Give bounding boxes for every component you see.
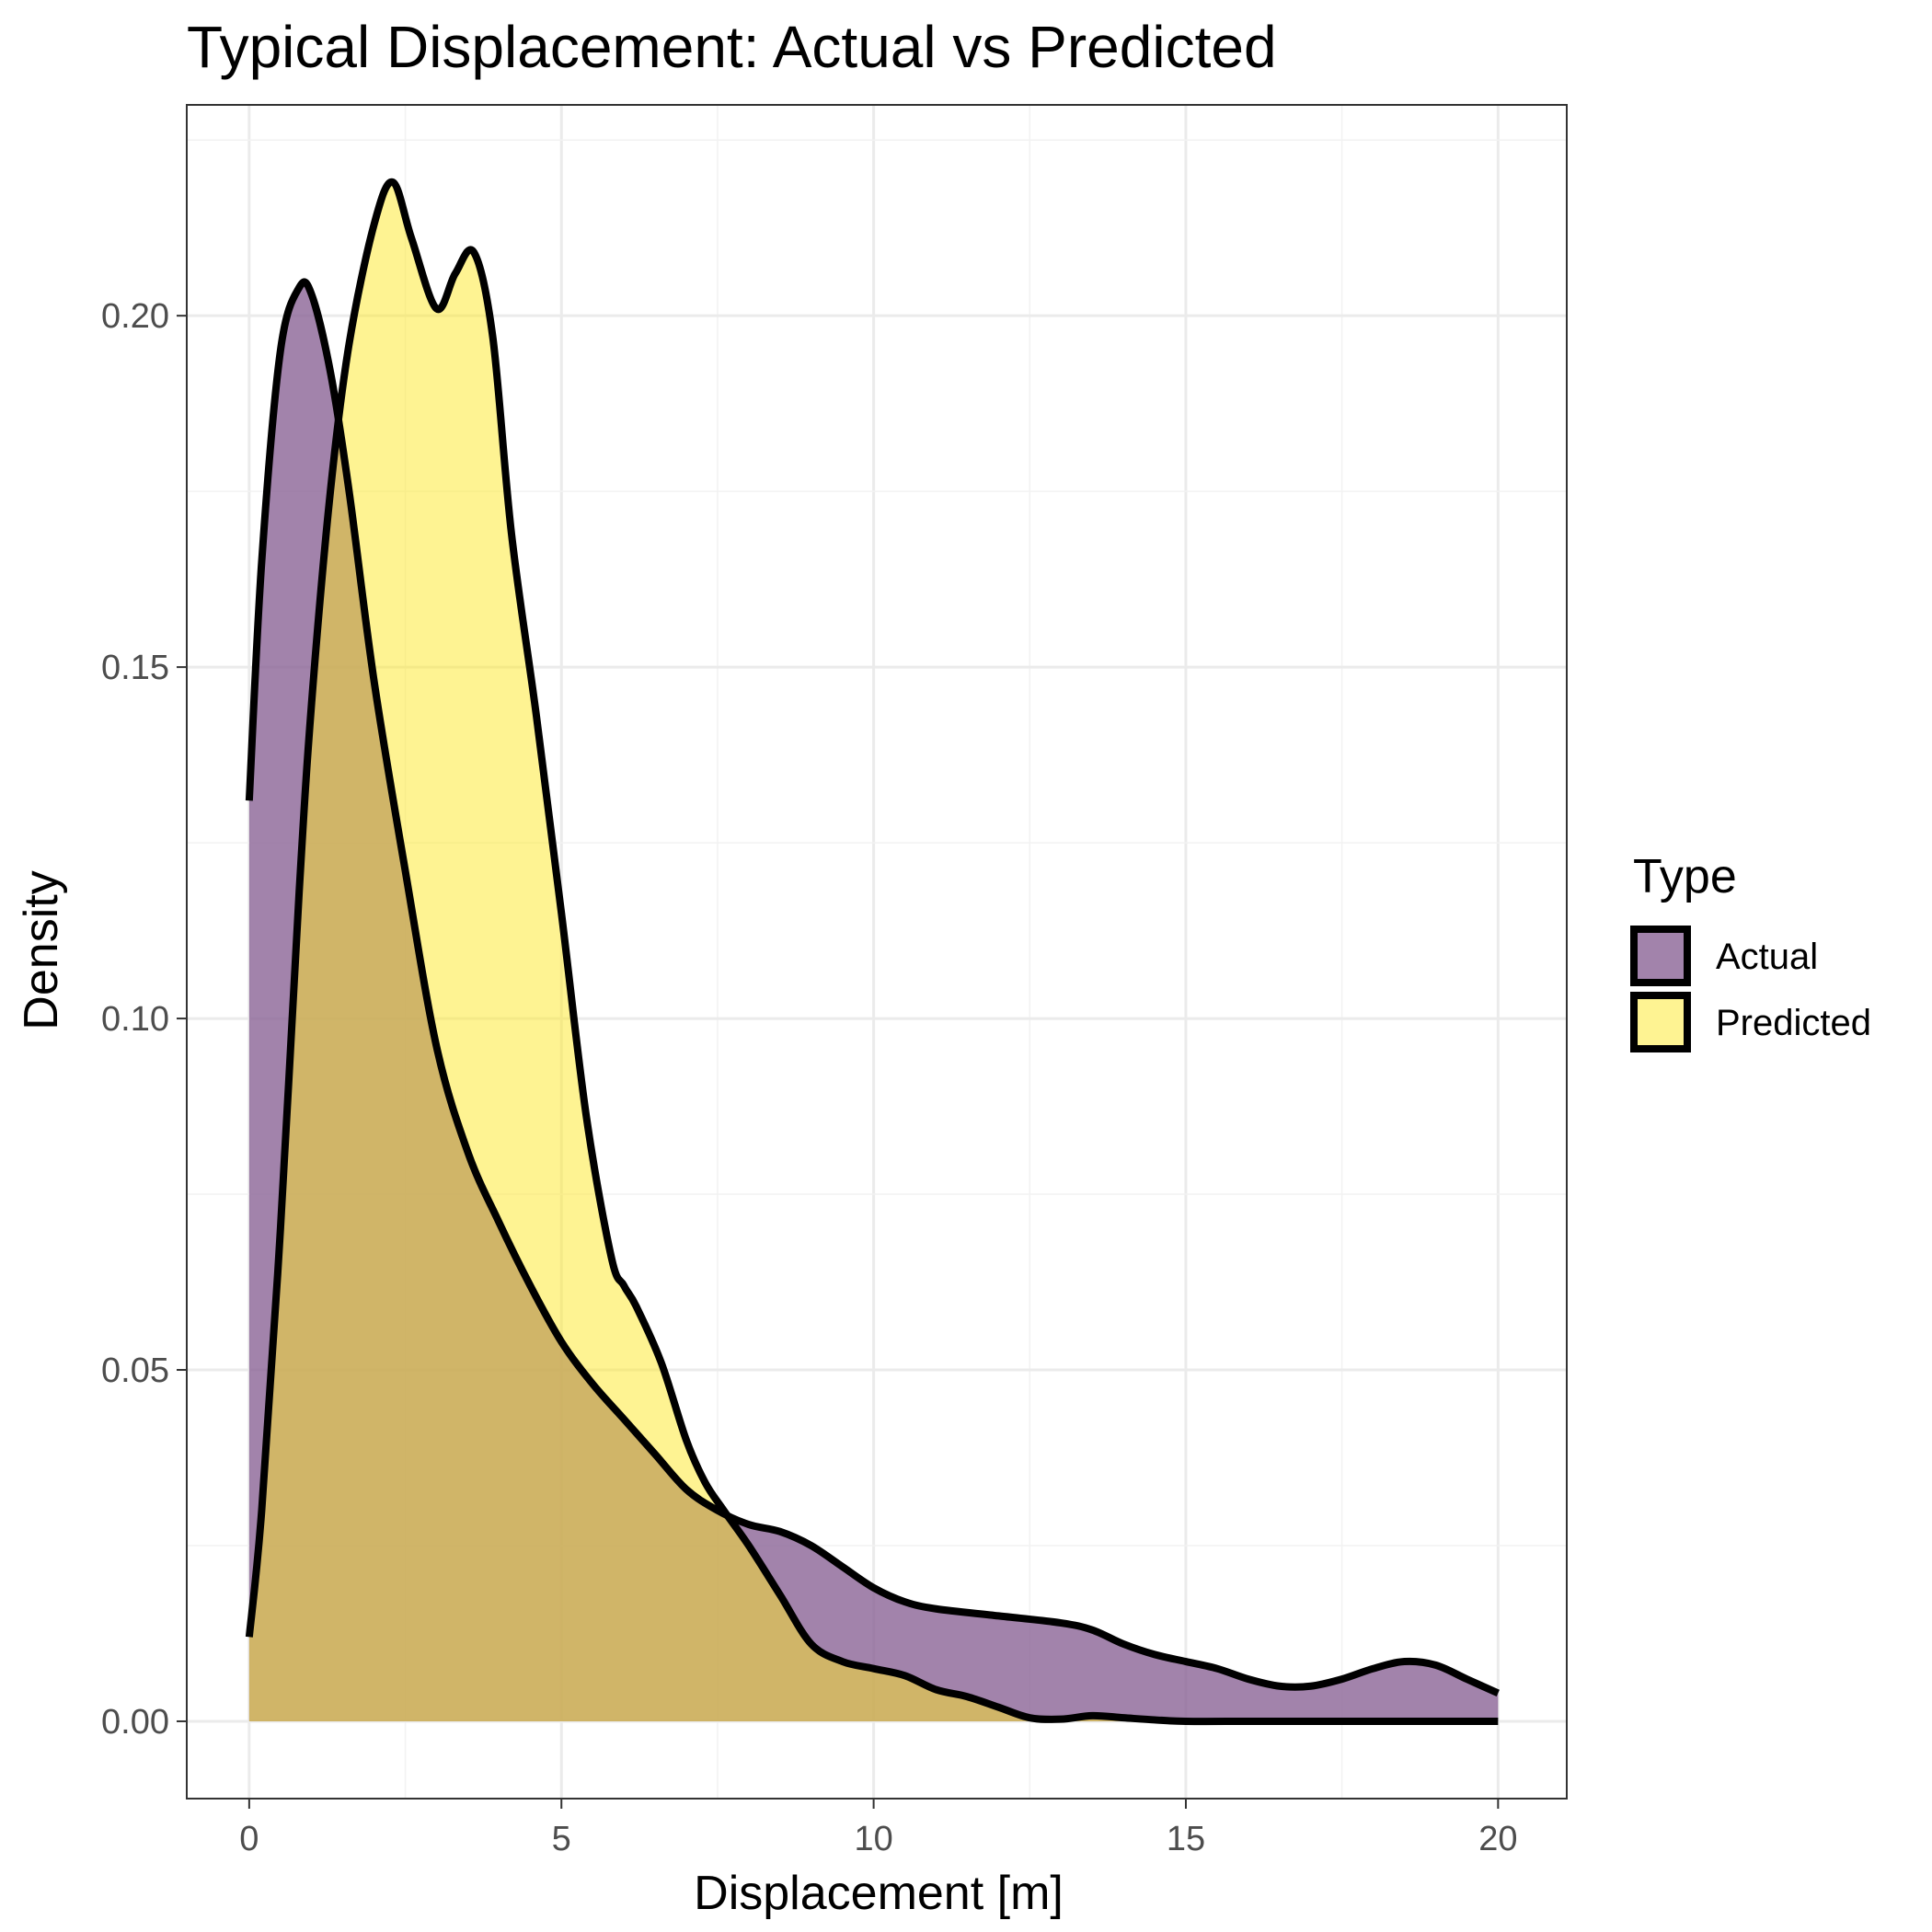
y-axis-title: Density xyxy=(15,870,68,1029)
x-axis-title: Displacement [m] xyxy=(694,1867,1064,1920)
y-tick-label: 0.10 xyxy=(101,1000,169,1039)
x-tick-label: 10 xyxy=(854,1820,892,1858)
legend-label-actual: Actual xyxy=(1716,937,1818,977)
legend: Type Actual Predicted xyxy=(1630,850,1871,1052)
predicted-density-line xyxy=(245,178,1499,1726)
chart-title: Typical Displacement: Actual vs Predicte… xyxy=(187,14,1277,80)
x-tick-label: 5 xyxy=(552,1820,571,1858)
x-axis-ticks: 0 5 10 15 20 xyxy=(239,1799,1517,1858)
y-tick-label: 0.20 xyxy=(101,297,169,336)
y-tick-label: 0.15 xyxy=(101,649,169,687)
legend-title: Type xyxy=(1633,850,1737,903)
legend-key-actual xyxy=(1630,926,1691,986)
y-axis-ticks: 0.00 0.05 0.10 0.15 0.20 xyxy=(101,297,187,1742)
x-tick-label: 15 xyxy=(1167,1820,1205,1858)
legend-label-predicted: Predicted xyxy=(1716,1003,1871,1043)
series-layer xyxy=(245,178,1500,1726)
legend-items: Actual Predicted xyxy=(1630,926,1871,1052)
legend-key-predicted xyxy=(1630,992,1691,1052)
plot-border xyxy=(186,104,1568,1800)
x-tick-label: 20 xyxy=(1478,1820,1517,1858)
x-tick-label: 0 xyxy=(239,1820,259,1858)
y-tick-label: 0.00 xyxy=(101,1703,169,1742)
y-tick-label: 0.05 xyxy=(101,1351,169,1390)
